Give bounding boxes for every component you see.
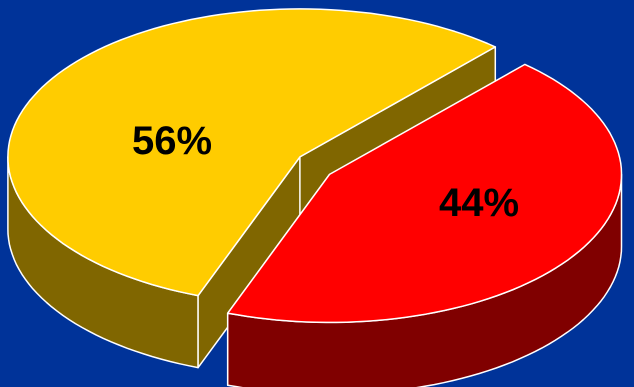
data-label-44: 44% [439,181,519,225]
data-label-56: 56% [132,119,212,163]
pie-slice-44 [226,63,623,387]
pie-slice-44-top [226,63,623,324]
pie-slice-56-top [7,8,497,297]
